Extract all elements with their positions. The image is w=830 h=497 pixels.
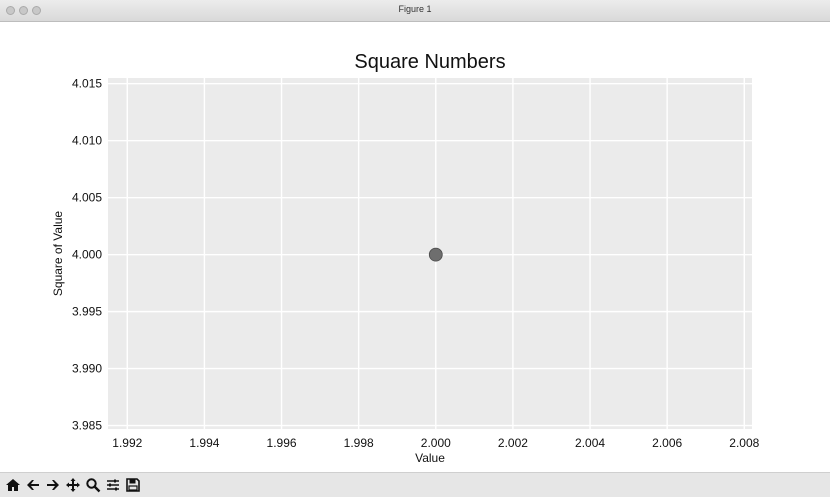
x-tick-label: 1.998 xyxy=(344,436,374,450)
minimize-window-button[interactable] xyxy=(19,6,28,15)
x-axis-label: Value xyxy=(415,451,445,465)
y-tick-label: 3.995 xyxy=(72,305,102,319)
x-tick-label: 2.006 xyxy=(652,436,682,450)
y-tick-label: 3.990 xyxy=(72,362,102,376)
figure-canvas: 1.992 1.994 1.996 1.998 2.000 2.002 2.004 2.006… xyxy=(0,22,830,472)
x-tick-label: 2.000 xyxy=(421,436,451,450)
y-tick-label: 4.015 xyxy=(72,77,102,91)
navigation-toolbar xyxy=(0,472,830,497)
x-tick-label: 1.994 xyxy=(189,436,219,450)
title-bar: Figure 1 xyxy=(0,0,830,22)
x-tick-label: 1.996 xyxy=(267,436,297,450)
scatter-chart: 1.992 1.994 1.996 1.998 2.000 2.002 2.004 2.006… xyxy=(51,51,760,465)
forward-button[interactable] xyxy=(44,476,62,494)
forward-arrow-icon xyxy=(47,480,59,490)
zoom-icon xyxy=(86,478,101,493)
zoom-button[interactable] xyxy=(84,476,102,494)
pan-icon xyxy=(66,478,80,492)
close-window-button[interactable] xyxy=(6,6,15,15)
x-tick-label: 2.004 xyxy=(575,436,605,450)
x-tick-label: 1.992 xyxy=(112,436,142,450)
subplots-icon xyxy=(107,479,119,491)
y-tick-label: 4.005 xyxy=(72,191,102,205)
chart-title: Square Numbers xyxy=(354,51,505,73)
save-button[interactable] xyxy=(124,476,142,494)
y-axis-label: Square of Value xyxy=(51,211,65,296)
x-tick-label: 2.002 xyxy=(498,436,528,450)
y-tick-label: 4.010 xyxy=(72,134,102,148)
zoom-window-button[interactable] xyxy=(32,6,41,15)
subplots-button[interactable] xyxy=(104,476,122,494)
x-tick-label: 2.008 xyxy=(729,436,759,450)
window-title: Figure 1 xyxy=(398,4,432,14)
save-icon xyxy=(126,478,140,492)
back-button[interactable] xyxy=(24,476,42,494)
data-point xyxy=(428,247,443,262)
y-tick-label: 4.000 xyxy=(72,248,102,262)
home-button[interactable] xyxy=(4,476,22,494)
home-icon xyxy=(6,479,20,491)
pan-button[interactable] xyxy=(64,476,82,494)
y-tick-label: 3.985 xyxy=(72,419,102,433)
back-arrow-icon xyxy=(27,480,39,490)
